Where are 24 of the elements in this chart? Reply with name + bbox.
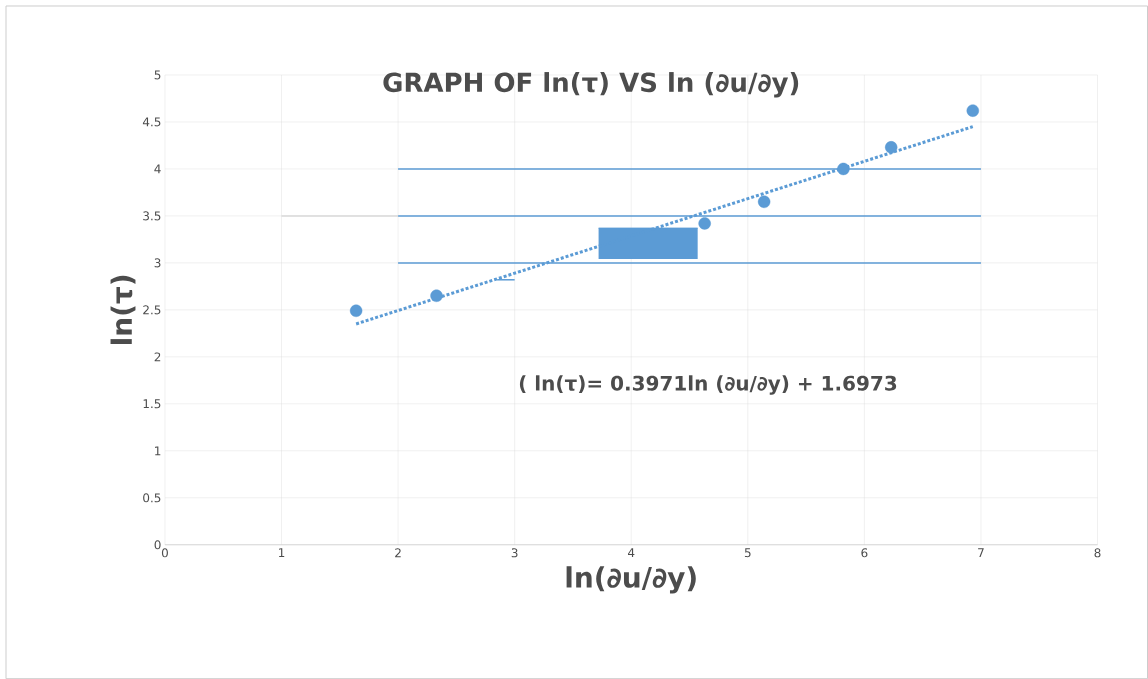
chart-title: GRAPH OF ln(τ) VS ln (∂u/∂y) [383,71,799,98]
x-tick-label: 4 [627,548,635,557]
y-tick-label: 1.5 [143,399,161,409]
y-tick-label: 0 [154,540,161,550]
x-tick-label: 6 [861,548,868,558]
y-tick-label: 5 [154,70,161,80]
y-tick-label: 2 [154,352,161,362]
y-tick-label: 3 [154,258,161,268]
x-tick-label: 1 [279,548,285,557]
x-tick-label: 7 [978,548,984,557]
x-tick-label: 3 [511,548,518,558]
y-axis-title: ln(τ) [110,275,136,344]
y-tick-label: 3.5 [143,211,161,221]
annotation: ( ln(τ)= 0.3971ln (∂u/∂y) + 1.6973 [519,375,897,395]
x-axis-title: ln(∂u/∂y) [566,566,696,594]
y-tick-label: 4 [154,164,161,174]
y-tick-label: 0.5 [143,493,161,503]
y-tick-label: 2.5 [143,305,161,315]
x-tick-label: 8 [1094,548,1101,558]
x-tick-label: 5 [744,548,751,558]
x-tick-label: 0 [161,548,168,558]
x-tick-label: 2 [395,548,401,558]
y-tick-label: 1 [155,446,161,456]
y-tick-label: 4.5 [142,117,161,127]
